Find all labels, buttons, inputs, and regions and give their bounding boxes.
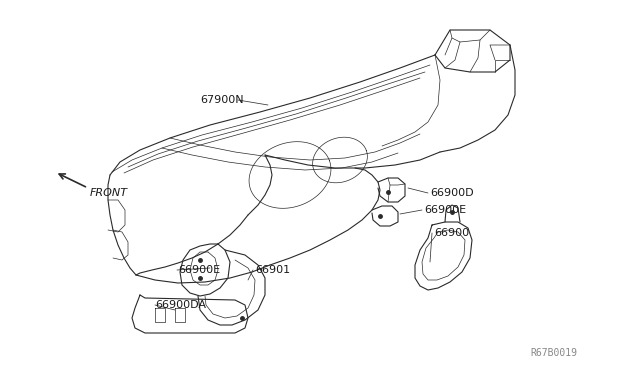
Text: FRONT: FRONT <box>90 188 128 198</box>
Text: 66900E: 66900E <box>424 205 466 215</box>
Text: R67B0019: R67B0019 <box>530 348 577 358</box>
Text: 66900E: 66900E <box>178 265 220 275</box>
Text: 66900D: 66900D <box>430 188 474 198</box>
Text: 66900DA: 66900DA <box>155 300 206 310</box>
Text: 66900: 66900 <box>434 228 469 238</box>
Text: 67900N: 67900N <box>200 95 244 105</box>
Text: 66901: 66901 <box>255 265 290 275</box>
